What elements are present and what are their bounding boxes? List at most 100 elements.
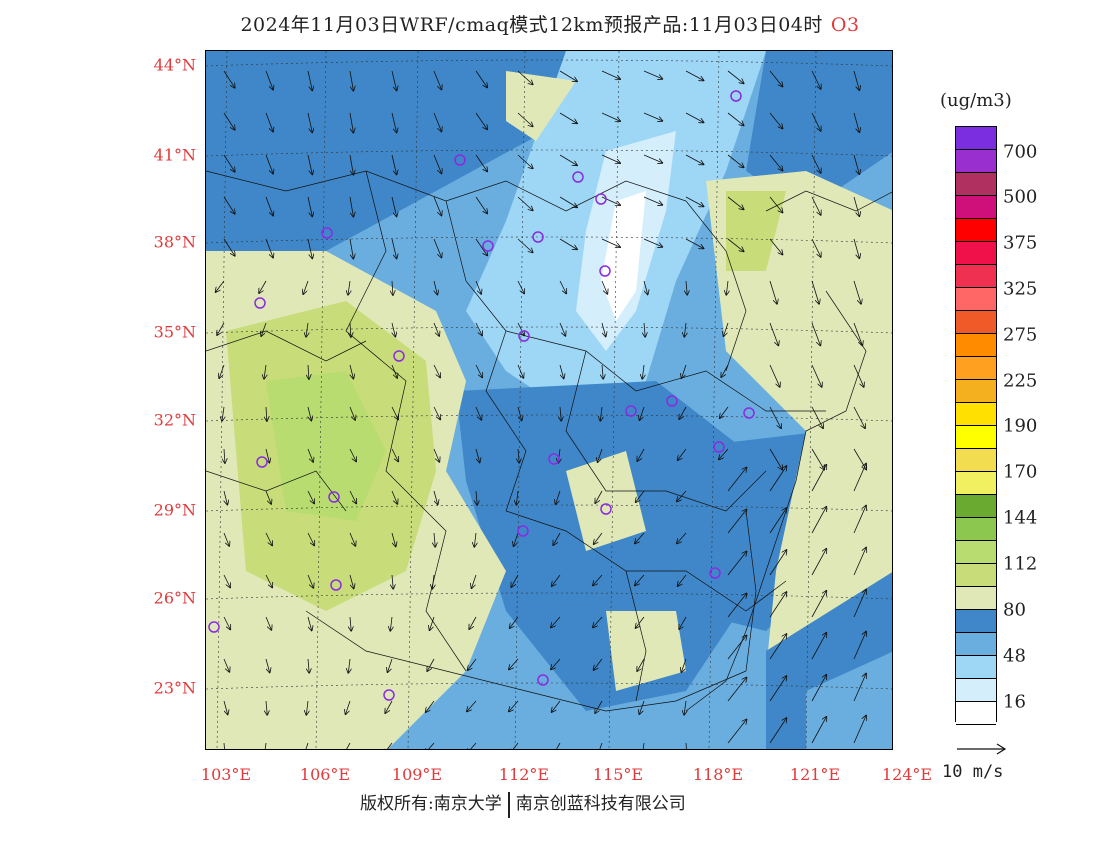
- copyright-footer: 版权所有:南京大学 南京创蓝科技有限公司: [360, 789, 686, 818]
- wind-arrow: [721, 364, 729, 377]
- legend-swatch: [956, 702, 996, 725]
- wind-arrow: [593, 616, 603, 628]
- wind-arrow: [727, 112, 744, 125]
- wind-arrow: [593, 574, 603, 586]
- wind-arrow: [679, 406, 687, 419]
- latitude-line: [206, 236, 892, 244]
- legend-swatch: [956, 403, 996, 426]
- legend-label: 500: [1003, 186, 1038, 208]
- wind-arrow: [385, 700, 393, 713]
- legend-label: 375: [1003, 232, 1038, 254]
- wind-arrow: [769, 196, 783, 213]
- wind-arrow: [598, 448, 603, 462]
- wind-arrow: [811, 406, 823, 428]
- lon-label: 118°E: [692, 765, 744, 784]
- longitude-line: [216, 51, 228, 749]
- wind-arrow: [681, 658, 687, 672]
- wind-arrow: [265, 238, 273, 258]
- wind-arrow: [769, 718, 787, 744]
- legend-swatch: [956, 426, 996, 449]
- station-marker: [709, 567, 721, 579]
- legend-label: 225: [1003, 370, 1038, 392]
- province-border: [206, 330, 367, 362]
- wind-arrow: [853, 716, 866, 744]
- wind-arrow: [514, 532, 519, 546]
- wind-arrow: [553, 532, 561, 545]
- legend-label: 700: [1003, 141, 1038, 163]
- wind-arrow: [559, 322, 565, 336]
- wind-arrow: [811, 112, 821, 131]
- lat-label: 23°N: [153, 678, 196, 698]
- wind-arrow: [720, 406, 729, 418]
- wind-arrow: [685, 154, 704, 165]
- lon-label: 124°E: [881, 765, 933, 784]
- longitude-line: [407, 51, 419, 749]
- wind-arrow: [384, 742, 393, 749]
- wind-arrow: [643, 196, 662, 205]
- wind-arrow: [518, 448, 519, 463]
- station-marker: [532, 231, 544, 243]
- wind-arrow: [509, 700, 519, 712]
- wind-arrow: [349, 532, 355, 546]
- forecast-map: [205, 50, 893, 750]
- latitude-line: [206, 59, 892, 67]
- legend-swatch: [956, 495, 996, 518]
- wind-arrow: [265, 196, 273, 216]
- legend-swatch: [956, 564, 996, 587]
- wind-arrow: [475, 406, 481, 420]
- wind-arrow: [350, 364, 353, 379]
- lon-label: 115°E: [592, 765, 644, 784]
- wind-arrow: [601, 154, 620, 163]
- province-border: [505, 330, 826, 412]
- wind-arrow: [769, 322, 778, 346]
- wind-arrow: [308, 364, 309, 379]
- legend-swatch: [956, 472, 996, 495]
- wind-arrow: [349, 490, 356, 504]
- wind-arrow: [769, 238, 783, 255]
- legend-swatch: [956, 311, 996, 334]
- wind-arrow: [853, 196, 859, 216]
- wind-arrow: [388, 658, 393, 672]
- wind-arrow: [642, 742, 645, 749]
- station-marker: [321, 227, 333, 239]
- concentration-fill: [206, 51, 892, 749]
- legend-swatch: [956, 610, 996, 633]
- wind-arrow: [391, 112, 397, 133]
- wind-arrow: [811, 322, 820, 346]
- wind-arrow: [727, 154, 744, 167]
- wind-arrow: [391, 406, 398, 420]
- wind-arrow: [223, 532, 229, 546]
- wind-arrow: [475, 70, 487, 88]
- wind-arrow: [433, 196, 442, 216]
- wind-arrow: [679, 616, 687, 629]
- wind-arrow: [853, 506, 866, 534]
- legend-swatch: [956, 150, 996, 173]
- wind-arrow: [811, 633, 826, 660]
- province-border: [685, 290, 867, 712]
- wind-arrow: [390, 616, 392, 631]
- legend-label: 48: [1003, 645, 1026, 667]
- legend-swatch: [956, 127, 996, 150]
- wind-arrow: [517, 196, 533, 211]
- lon-label: 106°E: [299, 765, 351, 784]
- legend-swatch: [956, 196, 996, 219]
- longitude-line: [608, 51, 620, 749]
- wind-arrow: [727, 196, 744, 209]
- wind-arrow: [265, 112, 273, 132]
- wind-arrow: [811, 196, 821, 215]
- wind-arrow: [559, 112, 577, 123]
- lat-label: 32°N: [153, 410, 196, 430]
- wind-arrow: [265, 70, 273, 90]
- wind-arrow: [678, 448, 687, 460]
- station-marker: [256, 456, 268, 468]
- station-marker: [208, 621, 220, 633]
- station-marker: [393, 350, 405, 362]
- wind-arrow: [350, 616, 351, 631]
- province-border: [305, 610, 747, 712]
- wind-arrow: [643, 70, 662, 79]
- station-marker: [254, 297, 266, 309]
- band-112b: [266, 371, 386, 521]
- wind-arrow: [727, 70, 744, 83]
- wind-arrow: [769, 280, 777, 304]
- wind-arrow: [685, 70, 704, 81]
